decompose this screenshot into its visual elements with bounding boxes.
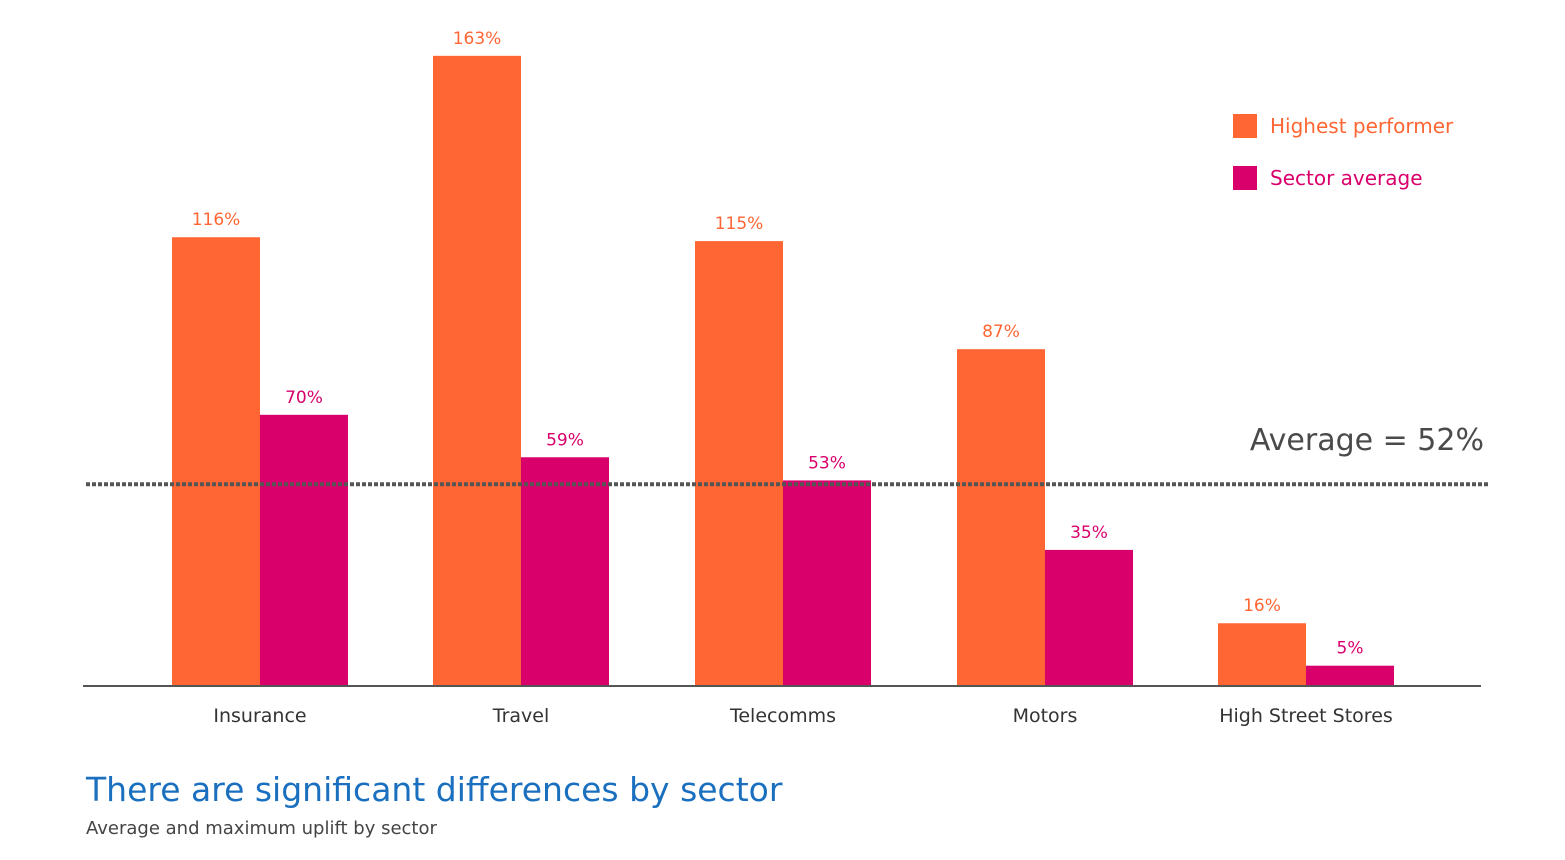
average-label: Average = 52% — [1250, 423, 1484, 458]
data-label-telecomms-sector-average: 53% — [808, 453, 846, 473]
data-label-insurance-sector-average: 70% — [285, 388, 323, 408]
category-label-telecomms: Telecomms — [729, 705, 836, 727]
data-label-travel-sector-average: 59% — [546, 430, 584, 450]
data-label-telecomms-highest-performer: 115% — [715, 214, 764, 234]
bar-chart: 116% 70% 163% 59% 115% 53% 87% 35% 16% 5% Average… — [83, 29, 1488, 727]
legend-label-sector-average: Sector average — [1270, 166, 1423, 190]
legend: Highest performer Sector average — [1233, 114, 1454, 190]
category-label-travel: Travel — [492, 705, 549, 727]
data-label-motors-highest-performer: 87% — [982, 322, 1020, 342]
bar-telecomms-highest-performer — [695, 241, 783, 685]
category-labels: Insurance Travel Telecomms Motors High Stree… — [213, 705, 1392, 727]
bar-travel-sector-average — [521, 457, 609, 685]
bar-insurance-highest-performer — [172, 237, 260, 686]
bar-motors-highest-performer — [957, 349, 1045, 685]
legend-swatch-sector-average — [1233, 166, 1257, 190]
bars-group: 116% 70% 163% 59% 115% 53% 87% 35% 16% 5% — [172, 29, 1394, 686]
data-label-travel-highest-performer: 163% — [453, 29, 502, 49]
bar-travel-highest-performer — [433, 55, 521, 685]
data-label-motors-sector-average: 35% — [1070, 523, 1108, 543]
data-label-high-street-stores-sector-average: 5% — [1337, 639, 1364, 659]
bar-high-street-stores-sector-average — [1306, 665, 1394, 685]
legend-label-highest-performer: Highest performer — [1270, 114, 1454, 138]
category-label-high-street-stores: High Street Stores — [1219, 705, 1393, 727]
chart-title: There are significant differences by sec… — [86, 770, 783, 809]
bar-motors-sector-average — [1045, 549, 1133, 685]
category-label-insurance: Insurance — [213, 705, 306, 727]
category-label-motors: Motors — [1013, 705, 1078, 727]
data-label-high-street-stores-highest-performer: 16% — [1243, 596, 1281, 616]
bar-insurance-sector-average — [260, 414, 348, 685]
bar-telecomms-sector-average — [783, 480, 871, 685]
data-label-insurance-highest-performer: 116% — [192, 210, 241, 230]
bar-high-street-stores-highest-performer — [1218, 623, 1306, 685]
legend-swatch-highest-performer — [1233, 114, 1257, 138]
chart-subtitle: Average and maximum uplift by sector — [86, 818, 437, 839]
